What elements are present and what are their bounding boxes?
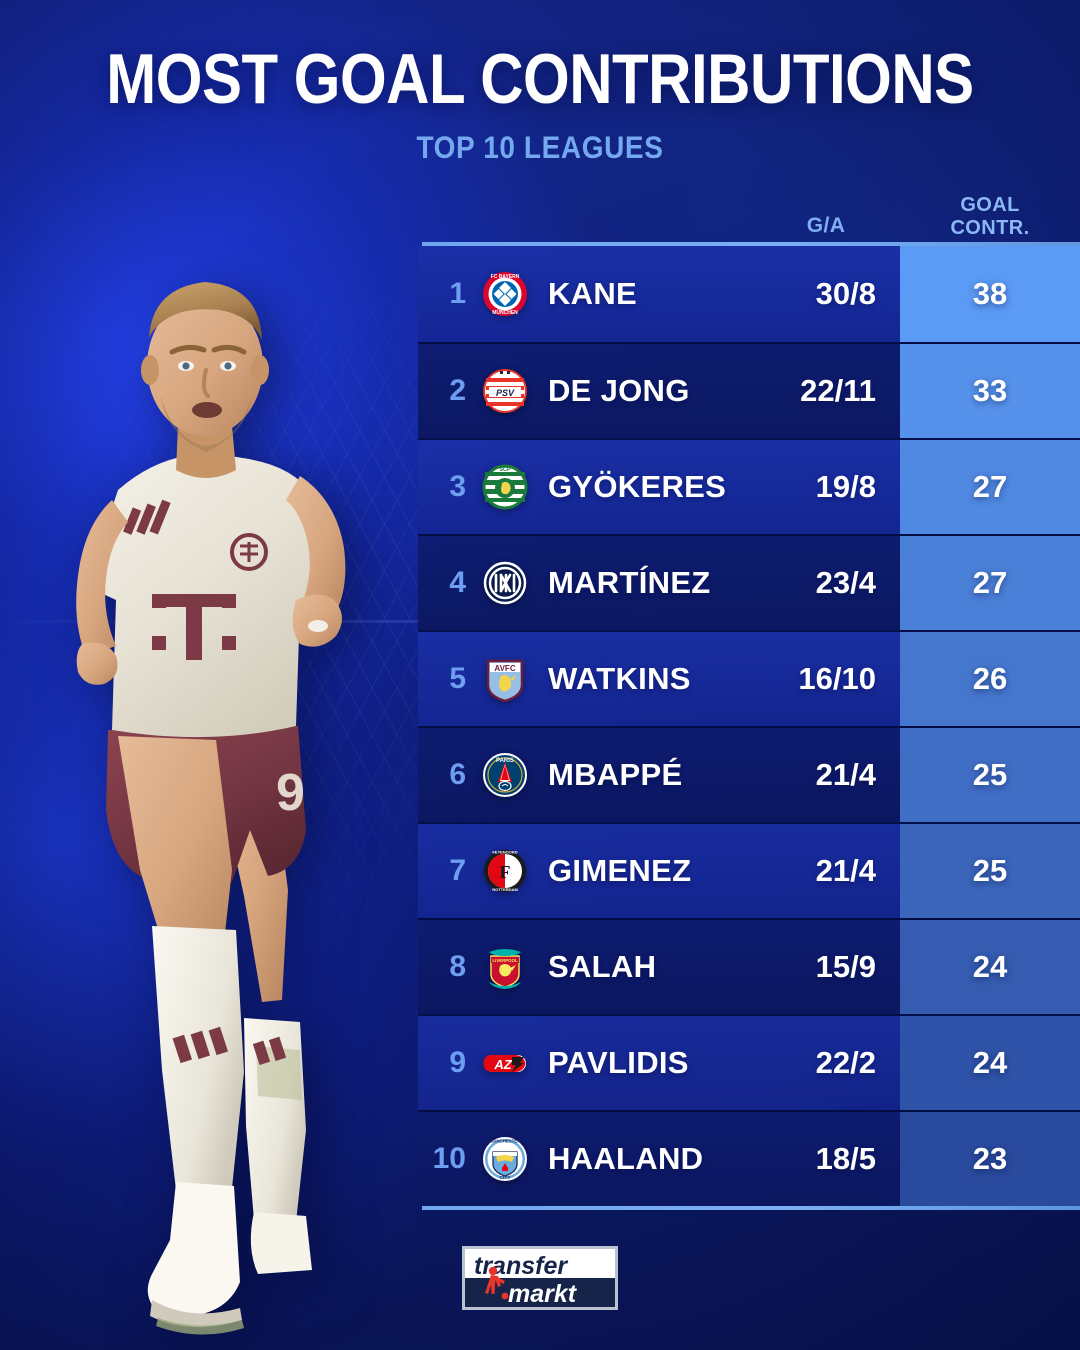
- row-rank: 2: [449, 374, 466, 407]
- row-goals-assists: 21/4: [815, 853, 876, 888]
- row-player-name: WATKINS: [548, 661, 691, 696]
- row-player-name: GIMENEZ: [548, 853, 692, 888]
- footer: transfer markt: [0, 1246, 1080, 1310]
- svg-text:F: F: [500, 862, 511, 882]
- psv-crest: PSV: [470, 368, 540, 414]
- column-header-goal-contr-line2: CONTR.: [950, 217, 1030, 240]
- table-row[interactable]: 6 PARIS MBAPPÉ 21/4 25: [418, 726, 1080, 822]
- inter-crest: [470, 560, 540, 606]
- row-goal-contributions: 38: [900, 246, 1080, 342]
- table-row[interactable]: 8 LIVERPOOL SALAH 15/9 24: [418, 918, 1080, 1014]
- column-header-ga: G/A: [806, 214, 846, 237]
- row-rank: 1: [449, 277, 466, 310]
- row-goal-contributions: 27: [900, 536, 1080, 630]
- row-rank: 8: [449, 950, 466, 983]
- table-row[interactable]: 3 SCP GYÖKERES 19/8 27: [418, 438, 1080, 534]
- table-row[interactable]: 4 MARTÍNEZ 23/4 27: [418, 534, 1080, 630]
- row-rank: 7: [449, 854, 466, 887]
- svg-text:MÜNCHEN: MÜNCHEN: [492, 309, 518, 316]
- row-goal-contributions: 25: [900, 824, 1080, 918]
- row-goals-assists: 30/8: [815, 276, 876, 311]
- row-rank: 9: [449, 1046, 466, 1079]
- table-row[interactable]: 7 F FEYENOORD ROTTERDAM GIMENEZ 21/4 25: [418, 822, 1080, 918]
- table-row[interactable]: 5 AVFC WATKINS 16/10 26: [418, 630, 1080, 726]
- logo-player-figure: [485, 1266, 509, 1300]
- page-title: MOST GOAL CONTRIBUTIONS: [106, 39, 974, 119]
- leaderboard-table: G/A GOAL CONTR. 1 FC BAYERN MÜNCHEN KANE…: [418, 176, 1080, 1210]
- svg-text:AVFC: AVFC: [494, 664, 515, 673]
- row-player-name: GYÖKERES: [548, 469, 727, 504]
- svg-text:AZ: AZ: [493, 1057, 512, 1072]
- svg-text:LIVERPOOL: LIVERPOOL: [492, 958, 518, 963]
- svg-text:FC BAYERN: FC BAYERN: [491, 274, 520, 280]
- row-rank: 3: [449, 470, 466, 503]
- table-row[interactable]: 2 PSV DE JONG 22/11 33: [418, 342, 1080, 438]
- row-goals-assists: 18/5: [815, 1141, 876, 1176]
- row-goals-assists: 21/4: [815, 757, 876, 792]
- page-subtitle: TOP 10 LEAGUES: [416, 130, 664, 165]
- row-rank: 6: [449, 758, 466, 791]
- az-crest: AZ: [470, 1040, 540, 1086]
- svg-text:PARIS: PARIS: [496, 758, 514, 764]
- row-goal-contributions: 24: [900, 1016, 1080, 1110]
- row-player-name: MARTÍNEZ: [548, 565, 711, 600]
- row-player-name: HAALAND: [548, 1141, 704, 1176]
- table-bottom-rule: [422, 1206, 1080, 1210]
- svg-text:SCP: SCP: [499, 467, 511, 473]
- table-row[interactable]: 1 FC BAYERN MÜNCHEN KANE 30/8 38: [418, 246, 1080, 342]
- logo-text-transfer: transfer: [474, 1252, 568, 1280]
- liverpool-crest: LIVERPOOL: [470, 944, 540, 990]
- row-player-name: DE JONG: [548, 373, 690, 408]
- row-player-name: PAVLIDIS: [548, 1045, 689, 1080]
- svg-text:9: 9: [276, 764, 305, 822]
- svg-text:ROTTERDAM: ROTTERDAM: [492, 887, 518, 892]
- svg-text:CITY: CITY: [500, 1175, 512, 1181]
- player-image-harry-kane: 9: [0, 170, 430, 1350]
- row-goal-contributions: 23: [900, 1112, 1080, 1206]
- row-goals-assists: 19/8: [815, 469, 876, 504]
- row-rank: 10: [432, 1142, 466, 1175]
- row-goal-contributions: 26: [900, 632, 1080, 726]
- feyenoord-crest: F FEYENOORD ROTTERDAM: [470, 848, 540, 894]
- row-goals-assists: 16/10: [798, 661, 876, 696]
- row-player-name: SALAH: [548, 949, 657, 984]
- sporting-crest: SCP: [470, 464, 540, 510]
- table-row[interactable]: 9 AZ PAVLIDIS 22/2 24: [418, 1014, 1080, 1110]
- row-goals-assists: 22/11: [800, 373, 876, 408]
- column-header-goal-contributions: GOAL CONTR.: [900, 194, 1080, 240]
- row-goals-assists: 15/9: [815, 949, 876, 984]
- row-goal-contributions: 24: [900, 920, 1080, 1014]
- table-top-rule: [422, 242, 1080, 246]
- mancity-crest: MANCHESTER CITY: [470, 1136, 540, 1182]
- svg-text:FEYENOORD: FEYENOORD: [492, 850, 517, 855]
- row-goals-assists: 22/2: [815, 1045, 876, 1080]
- transfermarkt-logo[interactable]: transfer markt: [462, 1246, 618, 1310]
- svg-text:MANCHESTER: MANCHESTER: [490, 1139, 522, 1144]
- table-body: 1 FC BAYERN MÜNCHEN KANE 30/8 38 2 PSV DE…: [418, 246, 1080, 1206]
- row-rank: 5: [449, 662, 466, 695]
- row-goal-contributions: 25: [900, 728, 1080, 822]
- table-row[interactable]: 10 MANCHESTER CITY HAALAND 18/5 23: [418, 1110, 1080, 1206]
- villa-crest: AVFC: [470, 656, 540, 702]
- logo-text-markt: markt: [508, 1280, 578, 1308]
- table-header-row: G/A GOAL CONTR.: [418, 176, 1080, 242]
- header: MOST GOAL CONTRIBUTIONS TOP 10 LEAGUES: [0, 39, 1080, 164]
- column-header-goal-contr-line1: GOAL: [960, 194, 1020, 217]
- row-player-name: MBAPPÉ: [548, 757, 683, 792]
- row-rank: 4: [449, 566, 466, 599]
- svg-text:PSV: PSV: [496, 388, 515, 398]
- row-goal-contributions: 27: [900, 440, 1080, 534]
- row-goals-assists: 23/4: [815, 565, 876, 600]
- psg-crest: PARIS: [470, 752, 540, 798]
- bayern-crest: FC BAYERN MÜNCHEN: [470, 271, 540, 317]
- row-goal-contributions: 33: [900, 344, 1080, 438]
- row-player-name: KANE: [548, 276, 638, 311]
